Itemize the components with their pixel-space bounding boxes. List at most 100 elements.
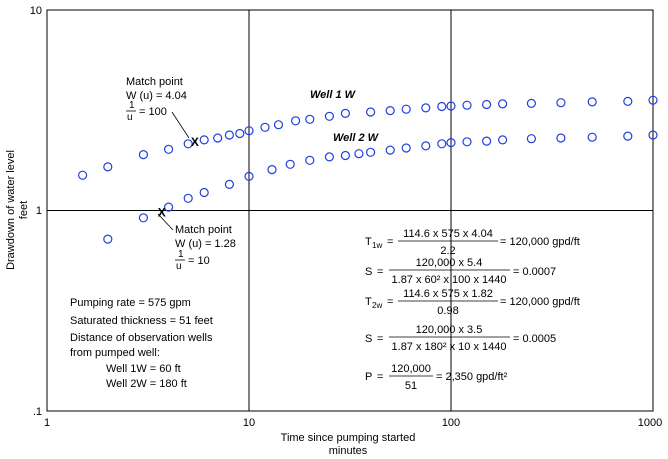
- x-axis-title: Time since pumping started: [281, 432, 416, 444]
- equation-lhs: T: [365, 296, 372, 308]
- note-saturated-thickness: Saturated thickness = 51 feet: [70, 315, 213, 327]
- well-2w-point: [224, 179, 234, 189]
- data-points-layer: [77, 95, 658, 244]
- well-1w-point: [305, 114, 315, 124]
- equation-equals: =: [387, 236, 393, 248]
- equation-result: = 2,350 gpd/ft²: [436, 371, 508, 383]
- note-well-1w: Well 1W = 60 ft: [106, 363, 181, 375]
- equation-denominator: 2.2: [440, 245, 455, 257]
- match-point-2-leader: [157, 213, 174, 231]
- match-point-2-frac-den: u: [176, 261, 182, 272]
- x-tick-label: 1: [44, 417, 50, 429]
- well-1w-point: [103, 162, 113, 172]
- match-point-1-title: Match point: [126, 76, 183, 88]
- well-2w-point: [366, 147, 376, 157]
- match-point-1-frac-value: = 100: [139, 106, 167, 118]
- equation-lhs: S: [365, 333, 372, 345]
- well-2w-point: [305, 155, 315, 165]
- well-1w-point: [244, 126, 254, 136]
- well-2w-point: [354, 149, 364, 159]
- well-1w-point: [235, 128, 245, 139]
- match-point-1-leader: [171, 111, 190, 139]
- equation-result: = 0.0005: [513, 333, 556, 345]
- equation-p: P = 120,000 51 = 2,350 gpd/ft²: [365, 363, 508, 392]
- note-pumping-rate: Pumping rate = 575 gpm: [70, 297, 191, 309]
- well-1w-point: [366, 107, 376, 117]
- y-axis-unit: feet: [18, 201, 30, 219]
- equation-numerator: 120,000 x 5.4: [416, 257, 483, 269]
- equation-numerator: 114.6 x 575 x 1.82: [403, 288, 493, 300]
- well-1w-point: [482, 99, 492, 110]
- match-markers-layer: XX: [158, 135, 199, 220]
- well-1w-point: [437, 101, 447, 112]
- well-2w-point: [267, 165, 277, 175]
- note-distance: Distance of observation wells: [70, 332, 213, 344]
- y-tick-label: 1: [36, 205, 42, 217]
- well-1w-point: [526, 98, 537, 109]
- equation-equals: =: [377, 266, 383, 278]
- x-tick-label: 100: [442, 417, 460, 429]
- well-1w-point: [623, 96, 633, 107]
- well-2w-point: [244, 171, 254, 181]
- match-point-1-frac-den: u: [127, 112, 133, 123]
- equation-s2: S = 120,000 x 3.5 1.87 x 180² x 10 x 144…: [365, 324, 556, 353]
- equation-numerator: 114.6 x 575 x 4.04: [403, 228, 493, 240]
- well-1w-point: [587, 97, 597, 107]
- match-point-1-wu: W (u) = 4.04: [126, 90, 187, 102]
- equation-equals: =: [377, 333, 383, 345]
- well-2w-point: [623, 131, 633, 141]
- well-2w-point: [103, 234, 113, 244]
- well-2w-point: [446, 138, 456, 148]
- equation-numerator: 120,000 x 3.5: [416, 324, 483, 336]
- equation-denominator: 51: [405, 380, 417, 392]
- y-tick-label: .1: [33, 406, 42, 418]
- well-2w-point: [401, 143, 411, 153]
- well-1w-point: [340, 108, 350, 119]
- match-point-2-title: Match point: [175, 224, 232, 236]
- x-axis-unit: minutes: [329, 445, 368, 457]
- well-1w-point: [77, 170, 88, 180]
- well-1w-point: [385, 105, 395, 116]
- equation-result: = 0.0007: [513, 266, 556, 278]
- note-from-pumped-well: from pumped well:: [70, 347, 160, 359]
- series-label-well-1w: Well 1 W: [310, 89, 357, 101]
- equation-denominator: 1.87 x 60² x 100 x 1440: [392, 274, 507, 286]
- match-point-2-wu: W (u) = 1.28: [175, 238, 236, 250]
- match-point-2-marker: X: [158, 205, 166, 219]
- well-2w-point: [648, 130, 658, 140]
- well-2w-point: [498, 135, 508, 145]
- well-2w-point: [421, 141, 431, 151]
- well-1w-point: [401, 104, 411, 114]
- well-2w-point: [437, 139, 447, 149]
- equation-result: = 120,000 gpd/ft: [500, 236, 580, 248]
- x-tick-label: 1000: [638, 417, 662, 429]
- well-1w-point: [213, 133, 223, 143]
- well-1w-point: [446, 101, 456, 111]
- well-2w-point: [462, 137, 472, 147]
- equation-lhs: T: [365, 236, 372, 248]
- well-2w-point: [526, 134, 537, 144]
- well-1w-point: [421, 103, 431, 113]
- well-2w-point: [385, 145, 395, 155]
- well-1w-point: [556, 98, 566, 108]
- match-point-1-annotation: Match point W (u) = 4.04 1 u = 100: [126, 76, 190, 139]
- well-2w-point: [556, 133, 566, 143]
- well-1w-point: [260, 122, 270, 132]
- well-1w-point: [224, 130, 234, 140]
- well-1w-point: [138, 150, 148, 160]
- equation-lhs: S: [365, 266, 372, 278]
- match-point-2-annotation: Match point W (u) = 1.28 1 u = 10: [157, 213, 236, 272]
- equation-s1: S = 120,000 x 5.4 1.87 x 60² x 100 x 144…: [365, 257, 556, 286]
- equation-lhs: P: [365, 371, 372, 383]
- equation-equals: =: [387, 296, 393, 308]
- equation-t2w: T 2w = 114.6 x 575 x 1.82 0.98 = 120,000…: [365, 288, 580, 317]
- equation-t1w: T 1w = 114.6 x 575 x 4.04 2.2 = 120,000 …: [365, 228, 580, 257]
- well-1w-point: [183, 139, 193, 149]
- equation-subscript: 1w: [372, 241, 382, 250]
- match-point-2-frac-num: 1: [178, 249, 184, 260]
- equation-denominator: 0.98: [437, 305, 458, 317]
- well-2w-point: [285, 159, 295, 169]
- well-2w-point: [587, 132, 597, 142]
- note-well-2w: Well 2W = 180 ft: [106, 378, 187, 390]
